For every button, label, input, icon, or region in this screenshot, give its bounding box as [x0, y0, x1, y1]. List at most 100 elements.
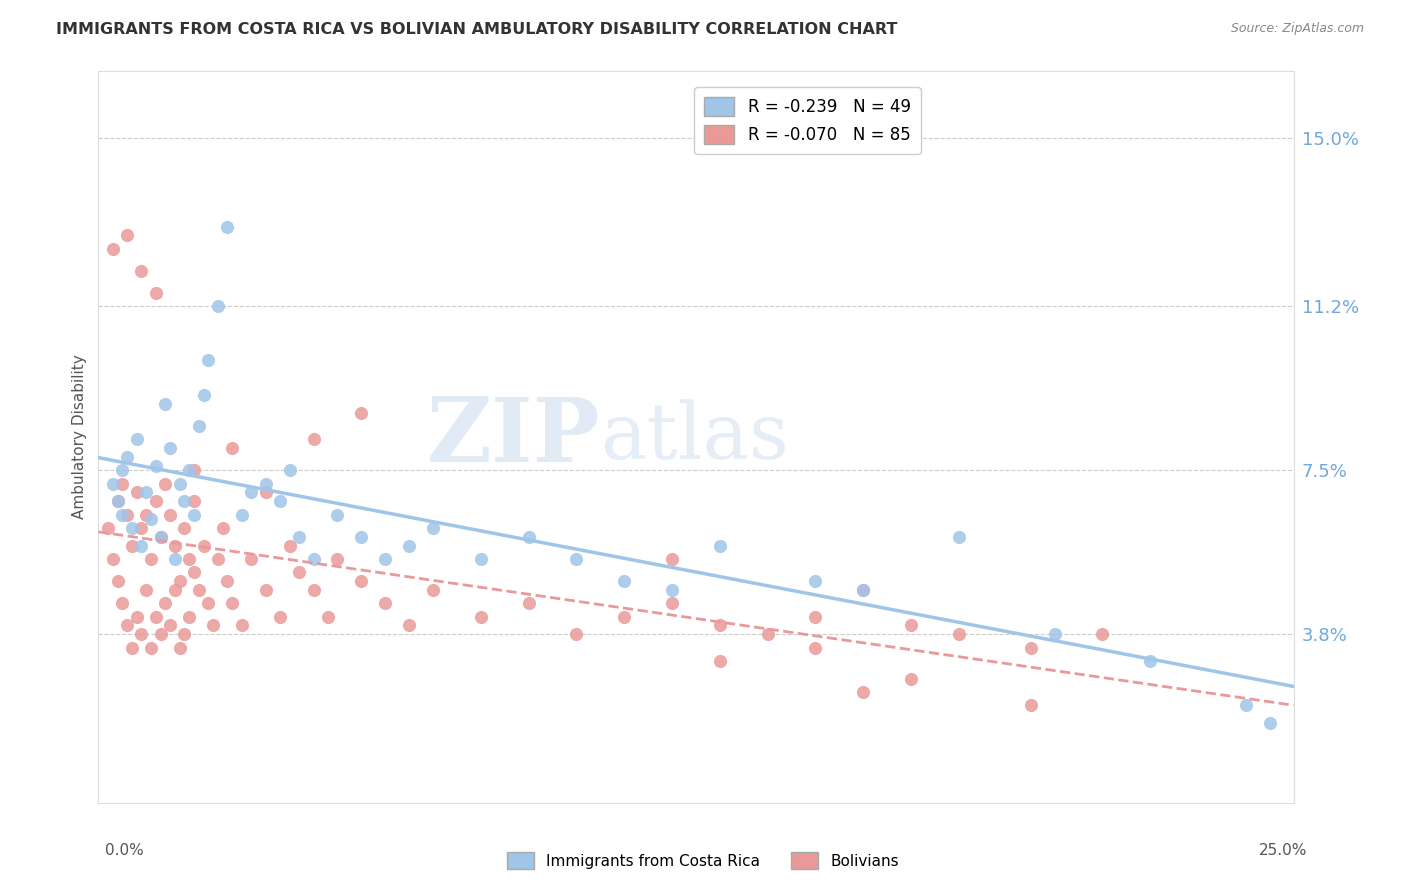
Point — [101, 242, 124, 256]
Point — [179, 609, 201, 624]
Point — [804, 640, 827, 655]
Point — [149, 530, 172, 544]
Point — [139, 640, 162, 655]
Point — [155, 596, 177, 610]
Point — [101, 476, 124, 491]
Point — [398, 618, 420, 632]
Point — [183, 463, 205, 477]
Point — [852, 582, 875, 597]
Point — [183, 494, 205, 508]
Point — [221, 441, 243, 455]
Point — [111, 476, 134, 491]
Point — [187, 582, 209, 597]
Point — [193, 388, 215, 402]
Point — [422, 521, 444, 535]
Point — [202, 618, 225, 632]
Point — [179, 552, 201, 566]
Point — [115, 228, 138, 243]
Text: IMMIGRANTS FROM COSTA RICA VS BOLIVIAN AMBULATORY DISABILITY CORRELATION CHART: IMMIGRANTS FROM COSTA RICA VS BOLIVIAN A… — [56, 22, 897, 37]
Point — [107, 494, 129, 508]
Point — [231, 618, 253, 632]
Point — [135, 582, 157, 597]
Point — [240, 485, 263, 500]
Point — [115, 618, 138, 632]
Point — [302, 432, 325, 446]
Text: 25.0%: 25.0% — [1260, 843, 1308, 858]
Point — [661, 552, 683, 566]
Point — [217, 219, 239, 234]
Point — [948, 627, 970, 641]
Point — [948, 530, 970, 544]
Point — [125, 609, 148, 624]
Point — [107, 494, 129, 508]
Point — [139, 512, 162, 526]
Point — [613, 609, 636, 624]
Point — [169, 476, 191, 491]
Point — [173, 521, 195, 535]
Point — [288, 530, 311, 544]
Point — [187, 419, 209, 434]
Point — [173, 494, 195, 508]
Point — [207, 552, 229, 566]
Point — [155, 476, 177, 491]
Point — [756, 627, 779, 641]
Point — [135, 508, 157, 522]
Legend: R = -0.239   N = 49, R = -0.070   N = 85: R = -0.239 N = 49, R = -0.070 N = 85 — [695, 87, 921, 153]
Point — [125, 485, 148, 500]
Point — [852, 685, 875, 699]
Point — [804, 574, 827, 589]
Point — [565, 627, 588, 641]
Point — [121, 539, 143, 553]
Point — [1043, 627, 1066, 641]
Point — [145, 458, 167, 473]
Point — [1091, 627, 1114, 641]
Point — [211, 521, 233, 535]
Point — [197, 596, 219, 610]
Point — [302, 552, 325, 566]
Y-axis label: Ambulatory Disability: Ambulatory Disability — [72, 355, 87, 519]
Point — [173, 627, 195, 641]
Point — [254, 582, 277, 597]
Point — [302, 582, 325, 597]
Point — [517, 596, 540, 610]
Text: Source: ZipAtlas.com: Source: ZipAtlas.com — [1230, 22, 1364, 36]
Text: ZIP: ZIP — [427, 393, 600, 481]
Point — [101, 552, 124, 566]
Point — [169, 640, 191, 655]
Point — [111, 596, 134, 610]
Point — [207, 299, 229, 313]
Point — [1139, 654, 1161, 668]
Point — [316, 609, 339, 624]
Point — [374, 596, 396, 610]
Point — [115, 508, 138, 522]
Point — [1019, 698, 1042, 713]
Point — [709, 654, 731, 668]
Point — [111, 508, 134, 522]
Point — [517, 530, 540, 544]
Point — [111, 463, 134, 477]
Point — [470, 609, 492, 624]
Point — [1258, 716, 1281, 731]
Point — [613, 574, 636, 589]
Point — [398, 539, 420, 553]
Point — [159, 508, 181, 522]
Point — [221, 596, 243, 610]
Text: 0.0%: 0.0% — [105, 843, 145, 858]
Point — [1019, 640, 1042, 655]
Point — [900, 618, 922, 632]
Point — [163, 552, 186, 566]
Point — [163, 539, 186, 553]
Point — [159, 441, 181, 455]
Point — [565, 552, 588, 566]
Point — [145, 285, 167, 300]
Point — [709, 539, 731, 553]
Point — [288, 566, 311, 580]
Point — [131, 627, 153, 641]
Point — [661, 582, 683, 597]
Point — [254, 476, 277, 491]
Point — [135, 485, 157, 500]
Point — [326, 508, 349, 522]
Point — [121, 521, 143, 535]
Point — [183, 566, 205, 580]
Point — [121, 640, 143, 655]
